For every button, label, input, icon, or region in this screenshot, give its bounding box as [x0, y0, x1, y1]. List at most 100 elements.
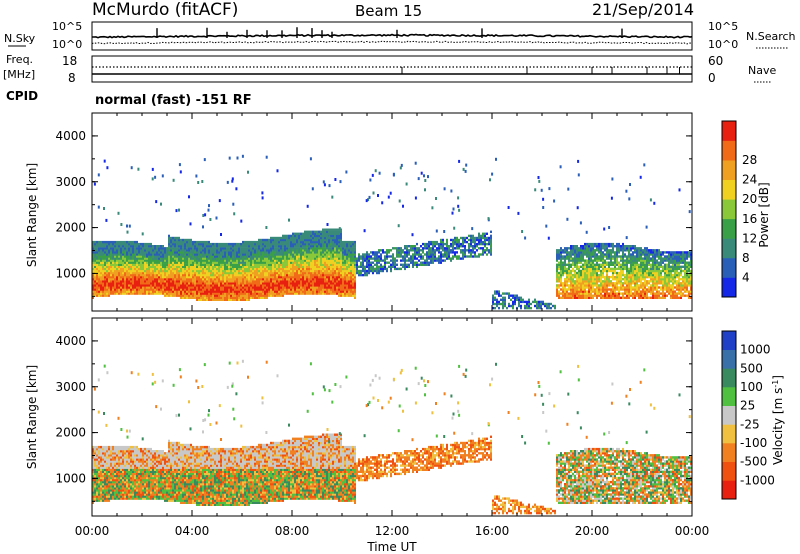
power-cell — [208, 296, 210, 299]
power-cell — [168, 253, 170, 256]
power-cell — [452, 245, 454, 248]
power-cell — [180, 242, 182, 246]
power-cell — [176, 259, 178, 262]
power-cell — [474, 236, 476, 240]
power-cell — [480, 242, 482, 246]
power-cell — [108, 257, 110, 260]
power-cell — [342, 240, 344, 244]
power-cell — [270, 278, 272, 281]
power-cell — [258, 247, 260, 250]
power-cell — [280, 249, 282, 252]
power-cell — [172, 292, 174, 295]
power-cell — [176, 294, 178, 297]
power-cell — [326, 261, 328, 264]
power-cell — [352, 269, 354, 273]
power-cell — [184, 278, 186, 281]
power-cell — [442, 238, 444, 242]
power-cell — [312, 278, 314, 281]
power-cell — [484, 242, 486, 246]
power-cell — [260, 265, 262, 268]
power-cell — [224, 255, 226, 258]
power-cell — [600, 275, 602, 279]
power-cell — [126, 280, 128, 283]
power-cell — [136, 259, 138, 262]
power-cell — [430, 249, 432, 252]
power-cell — [152, 249, 154, 252]
power-cell — [346, 267, 348, 271]
power-cell — [146, 259, 148, 262]
power-cell — [234, 284, 236, 287]
power-cell — [122, 284, 124, 287]
power-cell — [584, 265, 586, 268]
power-cell — [142, 273, 144, 277]
power-cell — [308, 265, 310, 268]
power-cell — [304, 257, 306, 260]
power-cell — [178, 247, 180, 250]
power-cell — [192, 278, 194, 281]
power-cell — [206, 242, 208, 246]
power-cell — [308, 292, 310, 295]
power-cell — [204, 278, 206, 281]
power-cell — [590, 259, 592, 262]
power-cell — [340, 255, 342, 258]
power-cell — [460, 245, 462, 248]
power-cell — [102, 240, 104, 244]
power-cell — [232, 261, 234, 264]
power-cell — [232, 259, 234, 262]
power-cell — [584, 253, 586, 256]
power-cell — [310, 234, 312, 238]
power-cell — [212, 253, 214, 256]
power-cell — [350, 251, 352, 254]
power-cell — [108, 251, 110, 254]
power-cell — [596, 278, 598, 281]
power-cell — [214, 255, 216, 258]
power-cell — [310, 249, 312, 252]
power-cell — [152, 280, 154, 283]
power-cell — [448, 255, 450, 258]
power-cell — [590, 261, 592, 264]
power-cell — [154, 286, 156, 289]
power-cell — [116, 280, 118, 283]
power-cell — [116, 247, 118, 250]
power-cell — [566, 257, 568, 260]
power-cell — [314, 234, 316, 238]
power-cell — [200, 288, 202, 291]
power-cell — [486, 236, 488, 240]
power-cell — [362, 253, 364, 256]
power-cell — [450, 257, 452, 260]
power-cell — [182, 249, 184, 252]
power-cell — [214, 265, 216, 268]
power-cell — [202, 253, 204, 256]
power-cell — [244, 265, 246, 268]
power-cell — [144, 286, 146, 289]
power-cell — [238, 288, 240, 291]
power-cell — [216, 280, 218, 283]
power-cell — [256, 263, 258, 266]
power-cell — [180, 282, 182, 285]
power-cell — [588, 265, 590, 268]
power-cell — [338, 265, 340, 268]
power-cell — [598, 265, 600, 268]
power-cell — [338, 240, 340, 244]
power-cell — [174, 267, 176, 271]
power-cell — [226, 267, 228, 271]
power-cell — [536, 300, 538, 304]
power-cell — [370, 251, 372, 254]
power-cell — [426, 263, 428, 266]
power-cell — [242, 255, 244, 258]
power-cell — [350, 288, 352, 291]
power-cell — [118, 253, 120, 256]
power-cell — [330, 265, 332, 268]
power-cell — [136, 245, 138, 248]
power-cell — [184, 282, 186, 285]
power-cell — [516, 294, 518, 297]
power-cell — [194, 251, 196, 254]
power-cell — [542, 300, 544, 304]
power-cell — [566, 280, 568, 283]
power-cell — [154, 271, 156, 275]
power-cell — [120, 242, 122, 246]
power-cell — [182, 240, 184, 244]
power-cell — [598, 263, 600, 266]
power-cell — [302, 261, 304, 264]
power-cell — [274, 263, 276, 266]
